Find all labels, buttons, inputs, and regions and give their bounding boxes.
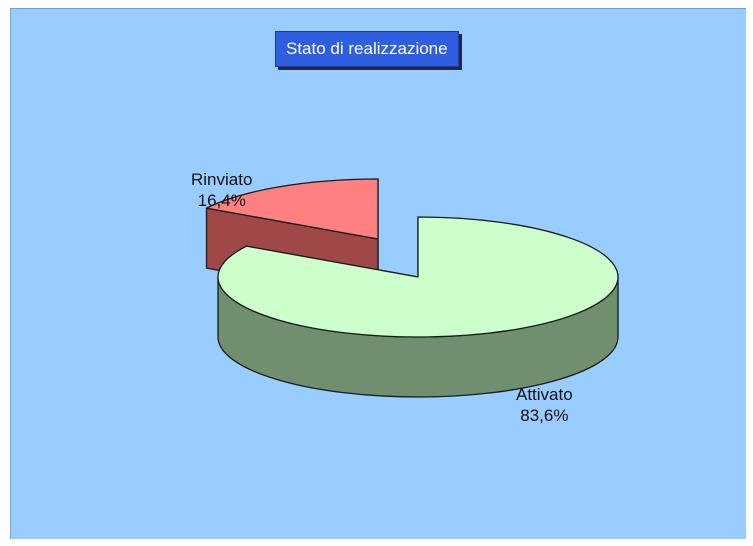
slice-name-rinviato: Rinviato: [191, 170, 253, 189]
slice-percent-attivato: 83,6%: [520, 406, 569, 425]
chart-title: Stato di realizzazione: [275, 31, 459, 67]
pie-slice-rinviato: [205, 178, 379, 240]
slice-label-attivato: Attivato 83,6%: [516, 384, 573, 426]
slice-label-rinviato: Rinviato 16,4%: [191, 169, 252, 211]
pie-chart: [205, 178, 619, 398]
pie-slice-attivato: [217, 216, 619, 338]
chart-area: Stato di realizzazione Rinviato 16,4% At…: [10, 8, 746, 539]
slice-name-attivato: Attivato: [516, 385, 573, 404]
slice-percent-rinviato: 16,4%: [197, 191, 246, 210]
